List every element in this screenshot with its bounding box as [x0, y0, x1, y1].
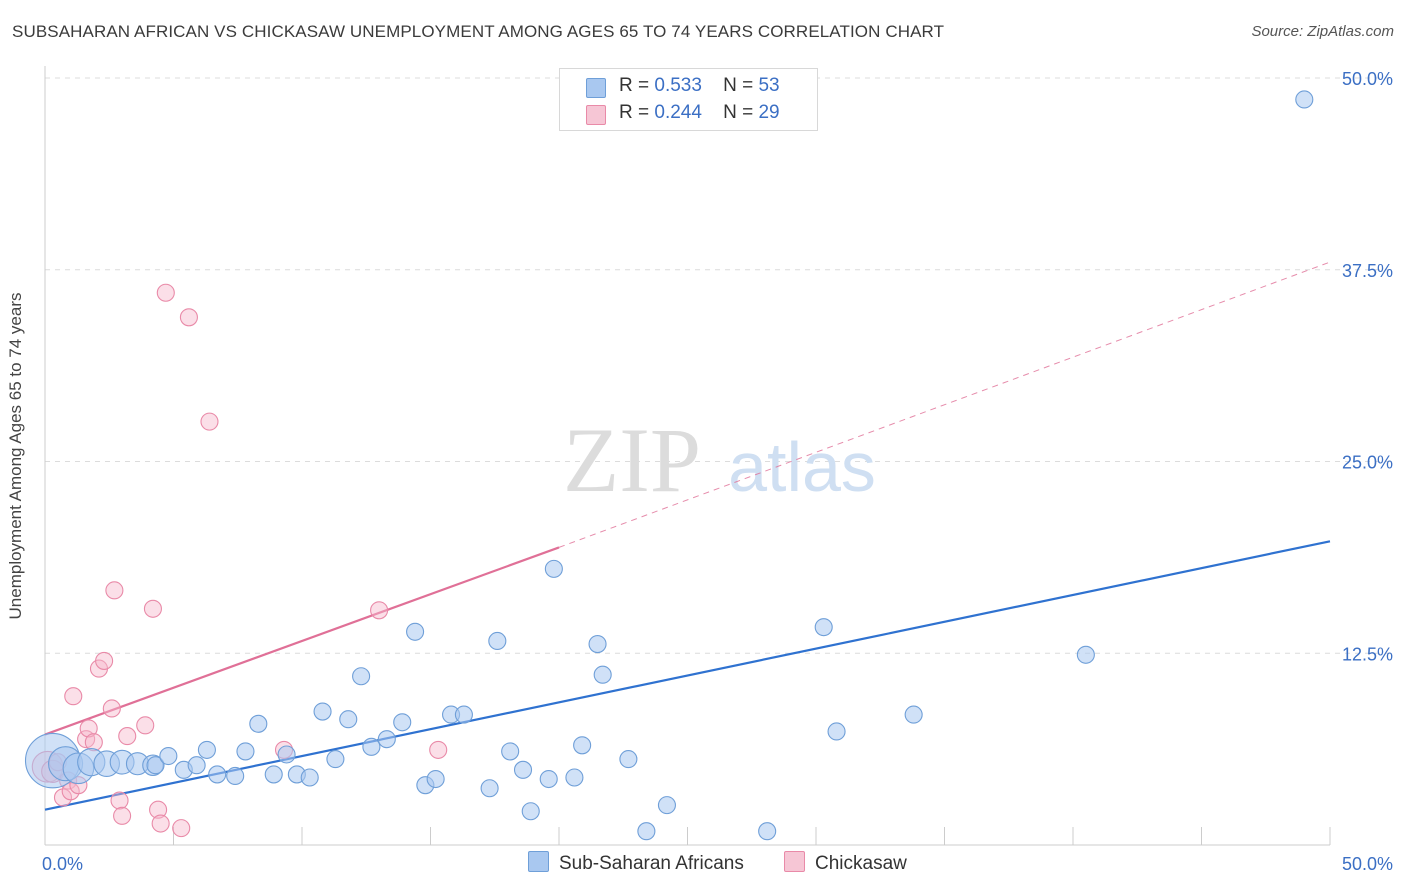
subsaharan-point — [187, 756, 206, 775]
trend-lines — [44, 261, 1331, 811]
chickasaw-point — [143, 599, 162, 618]
subsaharan-trend-line — [44, 540, 1331, 811]
bottom-legend-swatch-pink — [784, 851, 805, 872]
subsaharan-point — [406, 622, 425, 641]
chickasaw-point — [95, 651, 114, 670]
legend-r-label: R = — [619, 75, 650, 96]
y-tick-label: 25.0% — [1342, 453, 1393, 473]
subsaharan-point — [377, 730, 396, 749]
subsaharan-points — [24, 90, 1314, 841]
watermark-atlas: atlas — [728, 428, 876, 506]
legend-swatch-pink — [586, 105, 606, 125]
legend-r-value: 0.244 — [654, 102, 702, 123]
subsaharan-point — [827, 722, 846, 741]
legend-n-label: N = — [723, 75, 754, 96]
chickasaw-point — [84, 733, 103, 752]
chickasaw-point — [179, 308, 198, 327]
subsaharan-point — [593, 665, 612, 684]
subsaharan-point — [521, 802, 540, 821]
chickasaw-point — [136, 716, 155, 735]
chickasaw-point — [149, 800, 168, 819]
chickasaw-point — [429, 740, 448, 759]
subsaharan-point — [488, 631, 507, 651]
y-tick-label: 37.5% — [1342, 261, 1393, 281]
subsaharan-point — [313, 702, 332, 721]
subsaharan-point — [544, 559, 563, 578]
subsaharan-point — [480, 779, 499, 798]
subsaharan-point — [513, 760, 533, 779]
subsaharan-point — [619, 750, 638, 769]
subsaharan-point — [264, 765, 283, 784]
chart-title: SUBSAHARAN AFRICAN VS CHICKASAW UNEMPLOY… — [12, 22, 945, 41]
subsaharan-point — [588, 634, 607, 654]
y-tick-label: 50.0% — [1342, 69, 1393, 89]
subsaharan-point — [637, 822, 656, 841]
subsaharan-point — [300, 768, 319, 787]
watermark-zip: ZIP — [563, 409, 701, 511]
x-tick-label: 50.0% — [1342, 854, 1393, 874]
subsaharan-point — [657, 796, 676, 815]
chickasaw-point — [102, 699, 121, 718]
subsaharan-point — [454, 705, 473, 724]
subsaharan-point — [362, 737, 381, 756]
source-credit: Source: ZipAtlas.com — [1251, 23, 1394, 40]
legend-r-value: 0.533 — [654, 75, 702, 96]
stats-legend: R = 0.533 N = 53 R = 0.244 N = 29 — [559, 68, 818, 131]
chickasaw-point — [64, 687, 83, 706]
subsaharan-point — [249, 714, 268, 733]
chickasaw-point — [200, 412, 219, 431]
chickasaw-trend-line — [44, 546, 560, 736]
subsaharan-point — [426, 769, 445, 789]
chickasaw-trend-extension — [558, 261, 1331, 548]
subsaharan-point — [814, 618, 833, 637]
subsaharan-point — [277, 745, 296, 764]
subsaharan-point — [758, 822, 777, 841]
chickasaw-point — [370, 601, 389, 620]
bottom-legend-chickasaw: Chickasaw — [784, 851, 907, 875]
subsaharan-point — [197, 740, 216, 759]
subsaharan-point — [393, 713, 412, 732]
chickasaw-point — [118, 727, 137, 746]
subsaharan-point — [208, 765, 227, 784]
bottom-legend-label-chickasaw: Chickasaw — [815, 853, 907, 874]
subsaharan-point — [236, 742, 255, 761]
chickasaw-point — [113, 806, 132, 825]
chickasaw-point — [110, 791, 129, 810]
subsaharan-point — [146, 756, 165, 775]
subsaharan-point — [501, 742, 520, 761]
subsaharan-point — [1076, 645, 1095, 664]
legend-r-label: R = — [619, 102, 650, 123]
axes — [44, 66, 1331, 846]
subsaharan-point — [539, 769, 558, 789]
chickasaw-point — [79, 719, 98, 738]
legend-n-value: 29 — [758, 102, 780, 123]
subsaharan-point — [573, 736, 592, 755]
bottom-legend-swatch-blue — [528, 851, 549, 872]
subsaharan-point — [339, 710, 358, 729]
subsaharan-point — [1295, 90, 1314, 109]
subsaharan-point — [159, 746, 178, 766]
legend-n-label: N = — [723, 102, 754, 123]
y-tick-label: 12.5% — [1342, 644, 1393, 664]
legend-n-value: 53 — [758, 75, 780, 96]
x-tick-label: 0.0% — [42, 854, 83, 874]
bottom-legend-subsaharan: Sub-Saharan Africans — [528, 851, 744, 875]
bottom-legend-label-subsaharan: Sub-Saharan Africans — [559, 853, 744, 874]
chickasaw-point — [172, 819, 191, 838]
legend-swatch-blue — [586, 78, 606, 98]
subsaharan-point — [326, 750, 345, 769]
tick-labels: 12.5% 25.0% 37.5% 50.0% 0.0% 50.0% — [42, 69, 1393, 874]
subsaharan-point — [226, 766, 245, 786]
chickasaw-point — [105, 581, 124, 600]
chickasaw-point — [156, 283, 175, 302]
subsaharan-point — [565, 768, 584, 787]
gridlines — [45, 77, 1392, 654]
subsaharan-point — [904, 705, 923, 724]
subsaharan-point — [352, 667, 371, 686]
chickasaw-point — [151, 814, 170, 833]
